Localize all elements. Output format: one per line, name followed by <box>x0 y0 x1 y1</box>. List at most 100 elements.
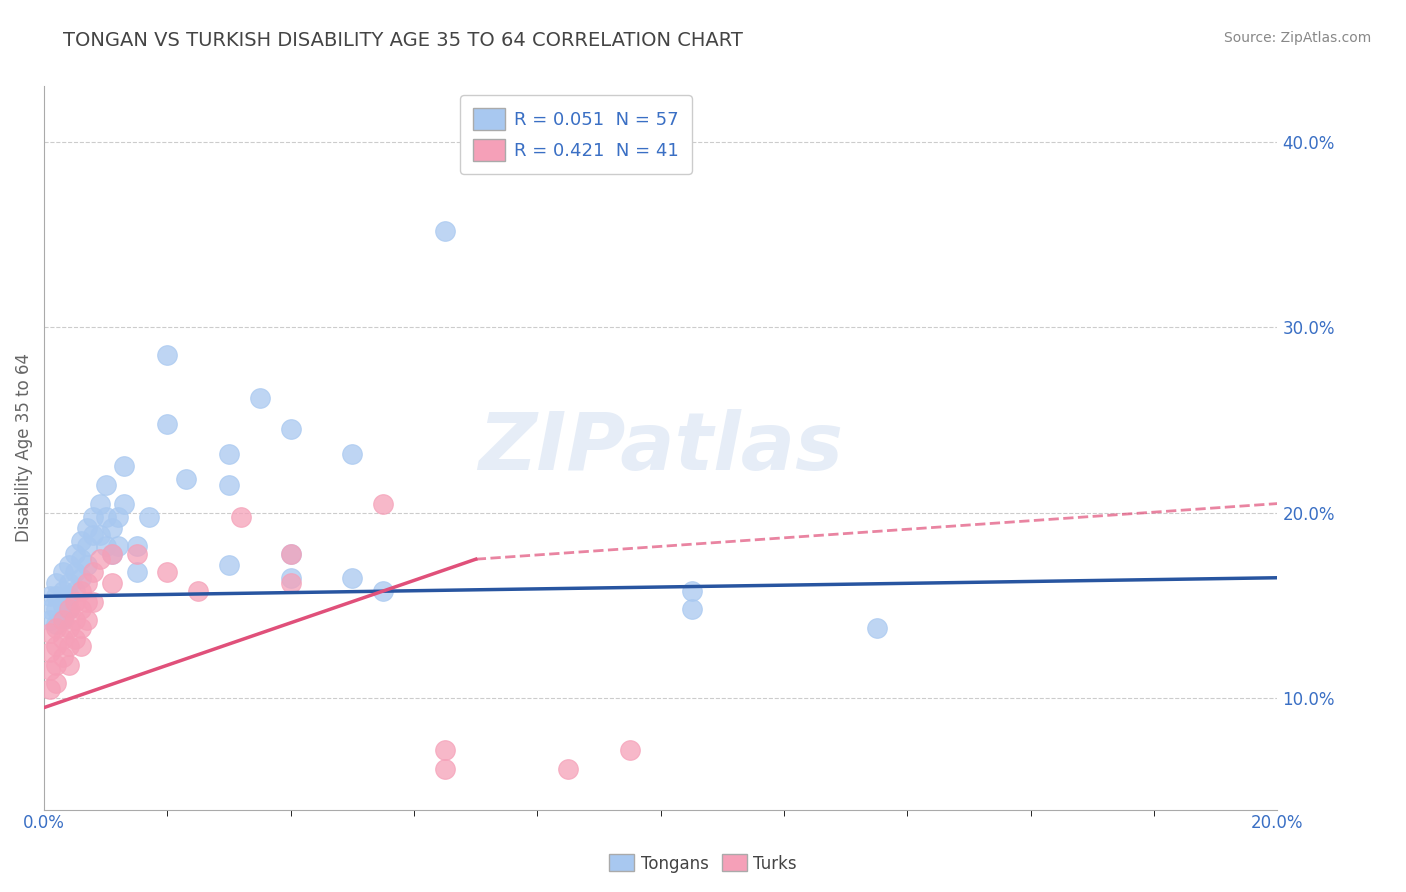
Point <box>70 533 93 548</box>
Point <box>63 614 86 628</box>
Point <box>101 547 124 561</box>
Point <box>156 417 179 431</box>
Point <box>52 611 75 625</box>
Point <box>107 509 129 524</box>
Point <box>58 657 80 672</box>
Point <box>52 614 75 628</box>
Point <box>58 589 80 603</box>
Text: ZIPatlas: ZIPatlas <box>478 409 844 487</box>
Legend: R = 0.051  N = 57, R = 0.421  N = 41: R = 0.051 N = 57, R = 0.421 N = 41 <box>460 95 692 174</box>
Point <box>94 478 117 492</box>
Point <box>174 473 197 487</box>
Point <box>52 565 75 579</box>
Point <box>280 422 302 436</box>
Point <box>218 558 240 572</box>
Point <box>76 558 98 572</box>
Point <box>138 509 160 524</box>
Point <box>70 621 93 635</box>
Point <box>125 539 148 553</box>
Point <box>45 640 67 654</box>
Point <box>373 497 395 511</box>
Point <box>76 521 98 535</box>
Point <box>619 743 641 757</box>
Point <box>681 602 703 616</box>
Point <box>82 509 104 524</box>
Point <box>218 478 240 492</box>
Point <box>39 614 62 628</box>
Text: TONGAN VS TURKISH DISABILITY AGE 35 TO 64 CORRELATION CHART: TONGAN VS TURKISH DISABILITY AGE 35 TO 6… <box>63 31 744 50</box>
Point <box>76 595 98 609</box>
Point <box>70 640 93 654</box>
Point <box>101 547 124 561</box>
Point <box>107 539 129 553</box>
Point <box>39 681 62 696</box>
Point <box>125 565 148 579</box>
Point <box>89 497 111 511</box>
Point <box>52 650 75 665</box>
Point <box>39 602 62 616</box>
Point <box>45 657 67 672</box>
Point <box>52 632 75 646</box>
Point <box>39 664 62 678</box>
Point <box>58 640 80 654</box>
Point <box>63 583 86 598</box>
Point <box>63 595 86 609</box>
Y-axis label: Disability Age 35 to 64: Disability Age 35 to 64 <box>15 353 32 542</box>
Point <box>231 509 253 524</box>
Point <box>101 576 124 591</box>
Point <box>70 583 93 598</box>
Point <box>280 547 302 561</box>
Point <box>70 552 93 566</box>
Point <box>94 509 117 524</box>
Point <box>865 621 887 635</box>
Point <box>187 583 209 598</box>
Point <box>76 576 98 591</box>
Point <box>45 576 67 591</box>
Point <box>58 621 80 635</box>
Point <box>557 762 579 776</box>
Point <box>156 565 179 579</box>
Point <box>45 621 67 635</box>
Point <box>63 632 86 646</box>
Point <box>58 558 80 572</box>
Point <box>681 583 703 598</box>
Point <box>433 743 456 757</box>
Point <box>89 528 111 542</box>
Point <box>39 626 62 640</box>
Point <box>112 459 135 474</box>
Legend: Tongans, Turks: Tongans, Turks <box>602 847 804 880</box>
Point <box>39 589 62 603</box>
Point <box>52 583 75 598</box>
Point <box>70 602 93 616</box>
Point <box>156 348 179 362</box>
Point <box>45 589 67 603</box>
Point <box>89 552 111 566</box>
Point <box>280 571 302 585</box>
Point <box>58 576 80 591</box>
Point <box>58 602 80 616</box>
Point <box>76 614 98 628</box>
Point <box>45 676 67 690</box>
Point <box>39 645 62 659</box>
Point <box>52 599 75 613</box>
Point <box>82 595 104 609</box>
Point <box>433 224 456 238</box>
Point <box>125 547 148 561</box>
Point <box>218 446 240 460</box>
Point <box>433 762 456 776</box>
Point <box>45 602 67 616</box>
Point <box>342 571 364 585</box>
Point <box>45 617 67 632</box>
Point <box>82 565 104 579</box>
Text: Source: ZipAtlas.com: Source: ZipAtlas.com <box>1223 31 1371 45</box>
Point <box>63 565 86 579</box>
Point <box>373 583 395 598</box>
Point <box>112 497 135 511</box>
Point <box>76 539 98 553</box>
Point <box>63 547 86 561</box>
Point <box>280 547 302 561</box>
Point <box>82 528 104 542</box>
Point <box>58 602 80 616</box>
Point <box>94 539 117 553</box>
Point <box>280 576 302 591</box>
